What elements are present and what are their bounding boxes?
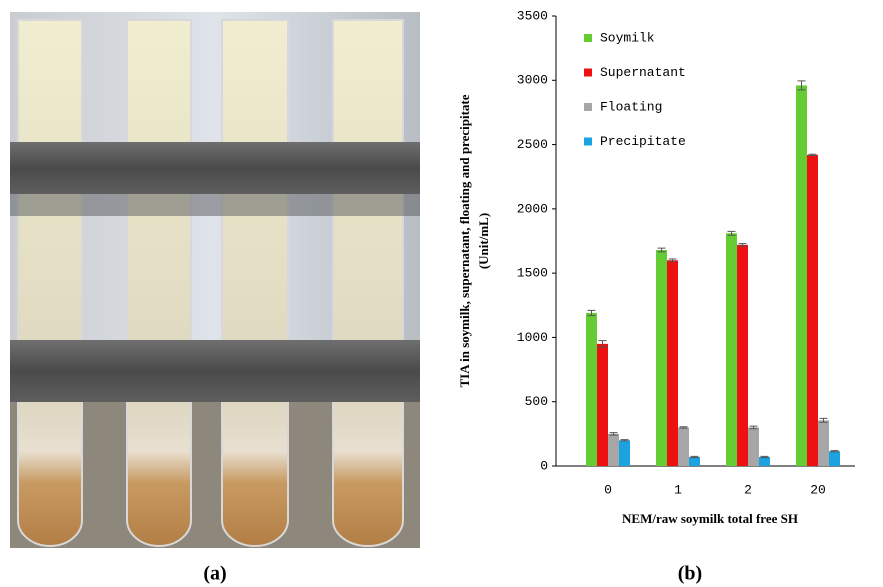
legend-label: Precipitate xyxy=(600,134,686,149)
x-tick-label: 20 xyxy=(810,482,826,497)
y-tick-label: 3500 xyxy=(517,8,548,23)
photo xyxy=(10,12,420,548)
x-tick-label: 1 xyxy=(674,482,682,497)
legend-label: Floating xyxy=(600,99,662,114)
panel-label: (a) xyxy=(203,563,226,585)
legend-swatch xyxy=(584,103,592,111)
y-tick-label: 3000 xyxy=(517,73,548,88)
bar xyxy=(597,344,608,466)
legend-swatch xyxy=(584,138,592,146)
x-tick-label: 0 xyxy=(604,482,612,497)
figure: (a) (b) TIA in soymilk, supernatant, flo… xyxy=(0,0,883,587)
bar xyxy=(759,457,770,466)
bar xyxy=(726,233,737,466)
legend-label: Soymilk xyxy=(600,30,655,45)
y-axis-label: TIA in soymilk, supernatant, floating an… xyxy=(457,94,472,387)
x-axis-label: NEM/raw soymilk total free SH xyxy=(622,511,798,526)
y-tick-label: 2500 xyxy=(517,137,548,152)
bar xyxy=(678,427,689,466)
bar xyxy=(608,434,619,466)
bar xyxy=(667,260,678,466)
bar xyxy=(818,420,829,466)
bar xyxy=(586,313,597,466)
y-tick-label: 1500 xyxy=(517,266,548,281)
legend-swatch xyxy=(584,34,592,42)
bar xyxy=(829,451,840,466)
panel-label: (b) xyxy=(678,563,702,585)
bar xyxy=(737,245,748,466)
bar xyxy=(748,427,759,466)
bar xyxy=(689,457,700,466)
y-tick-label: 500 xyxy=(525,394,548,409)
bar xyxy=(656,250,667,466)
y-tick-label: 0 xyxy=(540,458,548,473)
y-tick-label: 1000 xyxy=(517,330,548,345)
y-tick-label: 2000 xyxy=(517,201,548,216)
bar xyxy=(807,155,818,466)
legend-swatch xyxy=(584,69,592,77)
legend-label: Supernatant xyxy=(600,65,686,80)
bar xyxy=(796,85,807,466)
y-axis-label: (Unit/mL) xyxy=(476,213,491,269)
x-tick-label: 2 xyxy=(744,482,752,497)
bar xyxy=(619,440,630,466)
